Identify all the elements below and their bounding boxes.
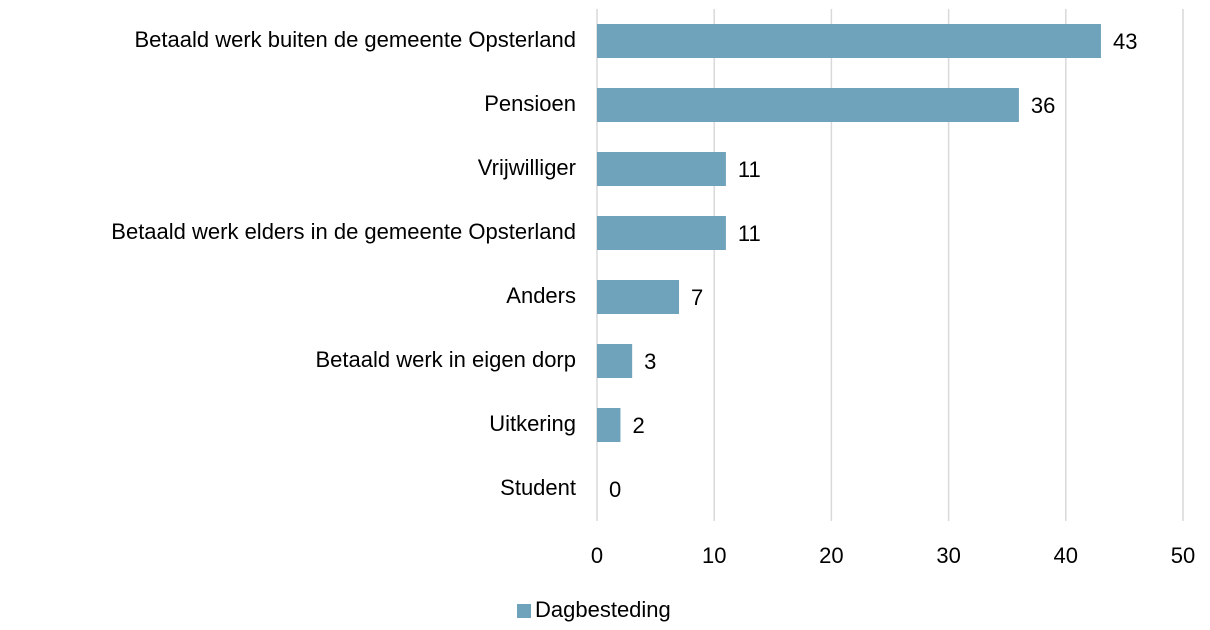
y-tick-label: Pensioen — [484, 91, 576, 116]
data-label: 2 — [632, 413, 644, 438]
y-tick-label: Betaald werk buiten de gemeente Opsterla… — [134, 27, 576, 52]
x-tick-label: 40 — [1054, 543, 1078, 568]
y-tick-label: Student — [500, 475, 576, 500]
data-label: 3 — [644, 349, 656, 374]
data-label: 43 — [1113, 29, 1137, 54]
y-tick-label: Betaald werk elders in de gemeente Opste… — [111, 219, 576, 244]
bar — [597, 280, 680, 314]
y-tick-label: Anders — [506, 283, 576, 308]
x-tick-label: 0 — [591, 543, 603, 568]
legend-label: Dagbesteding — [535, 597, 671, 622]
data-label: 36 — [1031, 93, 1055, 118]
data-label: 0 — [609, 477, 621, 502]
x-tick-label: 50 — [1171, 543, 1195, 568]
x-tick-label: 20 — [819, 543, 843, 568]
data-label: 7 — [691, 285, 703, 310]
data-label: 11 — [738, 221, 761, 246]
bar — [597, 344, 633, 378]
legend-swatch — [517, 604, 531, 618]
bar — [597, 88, 1019, 122]
bar — [597, 216, 726, 250]
bar — [597, 24, 1101, 58]
data-label: 11 — [738, 157, 761, 182]
bar — [597, 408, 621, 442]
y-tick-label: Uitkering — [489, 411, 576, 436]
y-tick-label: Betaald werk in eigen dorp — [316, 347, 577, 372]
bar — [597, 152, 726, 186]
x-tick-label: 10 — [702, 543, 726, 568]
y-tick-label: Vrijwilliger — [478, 155, 576, 180]
x-tick-label: 30 — [936, 543, 960, 568]
